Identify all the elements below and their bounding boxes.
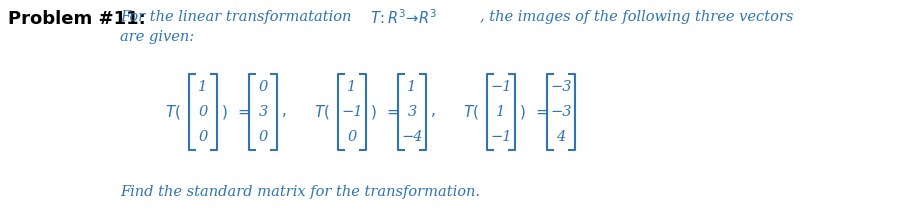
- Text: $T($: $T($: [314, 103, 330, 121]
- Text: $T\!: R^3 \!\to\! R^3$: $T\!: R^3 \!\to\! R^3$: [370, 8, 438, 27]
- Text: 4: 4: [556, 130, 566, 144]
- Text: 0: 0: [258, 130, 267, 144]
- Text: $T($: $T($: [165, 103, 181, 121]
- Text: −3: −3: [550, 80, 571, 94]
- Text: 0: 0: [198, 130, 207, 144]
- Text: For the linear transformatation: For the linear transformatation: [120, 10, 356, 24]
- Text: Problem #11:: Problem #11:: [8, 10, 145, 28]
- Text: 1: 1: [198, 80, 207, 94]
- Text: −1: −1: [491, 130, 512, 144]
- Text: 1: 1: [347, 80, 357, 94]
- Text: $)$: $)$: [221, 103, 228, 121]
- Text: 0: 0: [347, 130, 357, 144]
- Text: $,$: $,$: [430, 105, 435, 119]
- Text: 1: 1: [407, 80, 416, 94]
- Text: 0: 0: [258, 80, 267, 94]
- Text: −1: −1: [341, 105, 362, 119]
- Text: −4: −4: [401, 130, 422, 144]
- Text: $,$: $,$: [281, 105, 286, 119]
- Text: $)$: $)$: [370, 103, 377, 121]
- Text: $=$: $=$: [533, 105, 549, 119]
- Text: $T($: $T($: [463, 103, 479, 121]
- Text: 0: 0: [198, 105, 207, 119]
- Text: , the images of the following three vectors: , the images of the following three vect…: [480, 10, 793, 24]
- Text: 3: 3: [407, 105, 416, 119]
- Text: −1: −1: [491, 80, 512, 94]
- Text: $=$: $=$: [384, 105, 400, 119]
- Text: $)$: $)$: [519, 103, 526, 121]
- Text: 1: 1: [496, 105, 506, 119]
- Text: Find the standard matrix for the transformation.: Find the standard matrix for the transfo…: [120, 185, 480, 199]
- Text: are given:: are given:: [120, 30, 194, 44]
- Text: −3: −3: [550, 105, 571, 119]
- Text: $=$: $=$: [235, 105, 251, 119]
- Text: 3: 3: [258, 105, 267, 119]
